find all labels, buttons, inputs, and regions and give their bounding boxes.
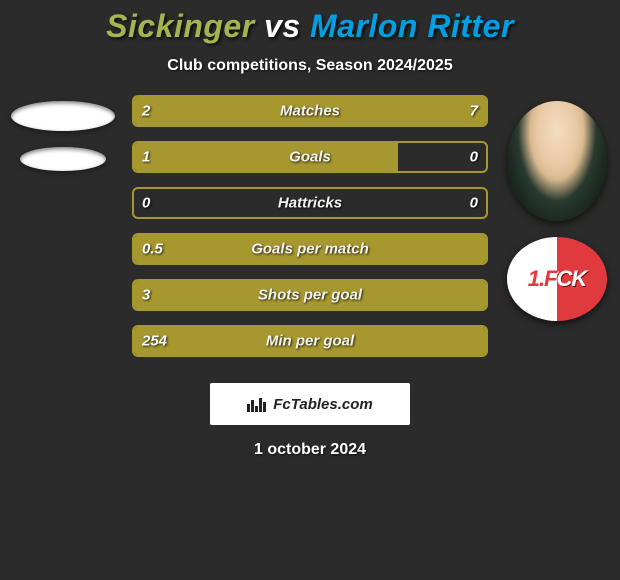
stats-bars: 2 7 Matches 1 0 Goals 0 0 Hattricks 0.5 Goals per … — [132, 95, 488, 357]
stat-label: Shots per goal — [258, 287, 362, 304]
stat-row: 254 Min per goal — [132, 325, 488, 357]
stat-value-right: 0 — [470, 195, 478, 212]
footer-logo: FcTables.com — [210, 383, 410, 425]
right-side: 1.FCK — [502, 95, 612, 321]
main-layout: 2 7 Matches 1 0 Goals 0 0 Hattricks 0.5 Goals per … — [0, 95, 620, 357]
stat-value-left: 1 — [142, 149, 150, 166]
stat-value-left: 254 — [142, 333, 167, 350]
vs-separator: vs — [264, 8, 301, 44]
footer-site: FcTables.com — [273, 396, 372, 413]
stat-label: Hattricks — [278, 195, 342, 212]
stat-label: Matches — [280, 103, 340, 120]
player1-club-placeholder — [20, 147, 106, 171]
bars-icon — [247, 396, 267, 412]
stat-label: Goals — [289, 149, 331, 166]
player1-avatar-placeholder — [11, 101, 115, 131]
left-side — [8, 95, 118, 171]
player1-name: Sickinger — [106, 8, 255, 44]
date: 1 october 2024 — [0, 441, 620, 459]
comparison-title: Sickinger vs Marlon Ritter — [0, 0, 620, 45]
stat-value-right: 0 — [470, 149, 478, 166]
stat-value-left: 0 — [142, 195, 150, 212]
stat-row: 0 0 Hattricks — [132, 187, 488, 219]
stat-value-left: 3 — [142, 287, 150, 304]
stat-row: 2 7 Matches — [132, 95, 488, 127]
club-badge-text: 1.FCK — [528, 266, 587, 292]
player2-name: Marlon Ritter — [310, 8, 514, 44]
stat-label: Min per goal — [266, 333, 354, 350]
stat-row: 3 Shots per goal — [132, 279, 488, 311]
stat-label: Goals per match — [251, 241, 369, 258]
stat-row: 1 0 Goals — [132, 141, 488, 173]
subtitle: Club competitions, Season 2024/2025 — [0, 57, 620, 75]
stat-value-left: 2 — [142, 103, 150, 120]
stat-value-right: 7 — [470, 103, 478, 120]
stat-row: 0.5 Goals per match — [132, 233, 488, 265]
stat-fill-right — [211, 97, 486, 125]
stat-value-left: 0.5 — [142, 241, 163, 258]
stat-fill-left — [134, 143, 398, 171]
player2-club-badge: 1.FCK — [507, 237, 607, 321]
player2-avatar — [507, 101, 607, 221]
